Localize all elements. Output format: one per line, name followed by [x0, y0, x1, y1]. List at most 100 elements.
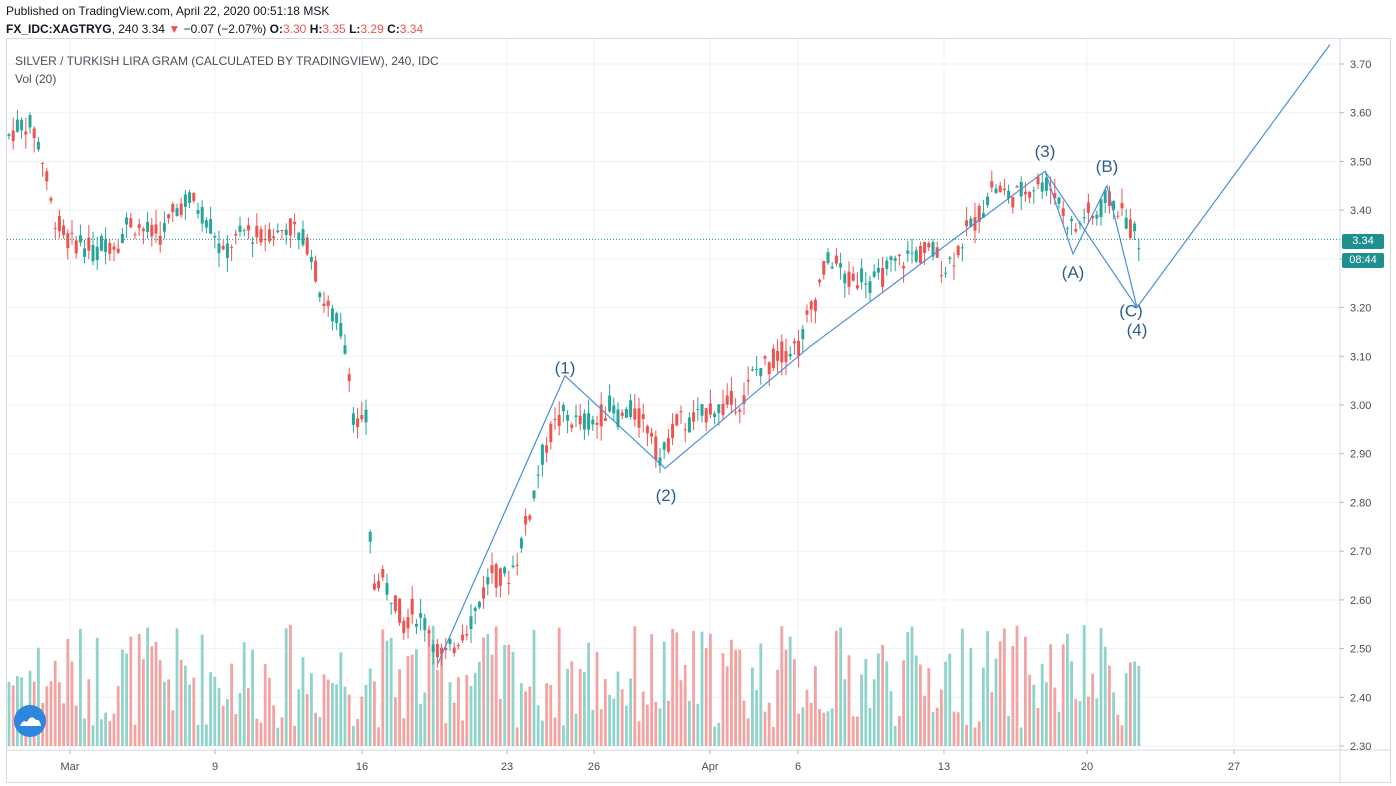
candle-body	[167, 214, 171, 219]
volume-bar	[95, 637, 99, 746]
volume-bar	[818, 709, 821, 746]
candle-body	[927, 243, 931, 248]
candle-body	[944, 272, 948, 274]
candle-body	[574, 415, 578, 417]
candle-body	[906, 250, 910, 254]
volume-bar	[1112, 692, 1115, 746]
candle-body	[557, 414, 561, 427]
volume-bar	[704, 648, 708, 746]
candle-body	[158, 235, 162, 245]
volume-bar	[352, 726, 355, 746]
candle-body	[536, 474, 540, 476]
volume-bar	[469, 685, 473, 746]
volume-bar	[410, 654, 414, 746]
volume-bar	[641, 691, 645, 746]
candle-body	[398, 598, 402, 623]
volume-bar	[1003, 628, 1006, 746]
candle-body	[956, 245, 960, 256]
candle-body	[280, 229, 284, 231]
volume-bar	[822, 712, 826, 746]
volume-bar	[536, 705, 540, 746]
volume-bar	[415, 649, 418, 746]
candle-body	[549, 423, 553, 443]
volume-bar	[268, 677, 271, 746]
volume-bar	[1074, 699, 1078, 746]
volume-bar	[263, 664, 267, 746]
volume-bar	[343, 686, 347, 746]
tradingview-logo-icon[interactable]	[14, 705, 46, 737]
volume-bar	[331, 683, 334, 746]
volume-bar	[385, 640, 389, 746]
symbol-name[interactable]: FX_IDC:XAGTRYG	[6, 22, 112, 36]
volume-bar	[251, 649, 254, 746]
candle-body	[792, 341, 796, 344]
volume-bar	[293, 725, 296, 746]
candle-body	[204, 220, 208, 228]
volume-bar	[247, 687, 250, 746]
candle-body	[1120, 203, 1124, 209]
candle-body	[515, 564, 519, 566]
volume-bar	[935, 707, 939, 746]
candle-body	[742, 395, 746, 404]
volume-bar	[1095, 698, 1099, 746]
volume-bar	[242, 642, 246, 746]
volume-bar	[448, 682, 452, 746]
volume-bar	[431, 625, 435, 746]
candle-body	[162, 223, 166, 232]
volume-bar	[1082, 625, 1086, 746]
high-label: H:	[309, 22, 323, 36]
candle-body	[780, 341, 784, 363]
volume-bar	[574, 713, 578, 746]
candle-body	[864, 283, 868, 285]
candle-body	[713, 413, 717, 418]
volume-bar	[100, 719, 103, 746]
volume-bar	[587, 642, 590, 746]
candle-body	[482, 587, 486, 599]
candle-body	[70, 232, 74, 234]
volume-bar	[394, 697, 397, 746]
candle-body	[990, 181, 994, 188]
volume-bar	[700, 631, 704, 746]
volume-bar	[158, 660, 162, 746]
series-title: SILVER / TURKISH LIRA GRAM (CALCULATED B…	[15, 54, 439, 68]
candle-body	[309, 256, 313, 262]
candle-body	[293, 221, 297, 225]
volume-bar	[956, 712, 960, 746]
candle-body	[662, 442, 666, 450]
volume-bar	[709, 633, 712, 746]
candle-body	[66, 233, 70, 249]
candle-body	[965, 220, 969, 227]
candle-body	[977, 205, 981, 222]
candle-body	[897, 254, 901, 256]
volume-bar	[377, 727, 380, 746]
down-arrow-icon: ▼	[168, 22, 181, 36]
volume-bar	[280, 717, 284, 746]
candle-body	[246, 225, 250, 231]
volume-bar	[137, 633, 141, 746]
volume-bar	[79, 628, 82, 746]
candle-body	[931, 242, 935, 257]
candle-body	[532, 490, 536, 499]
volume-bar	[53, 660, 57, 746]
candle-body	[45, 171, 49, 182]
candle-body	[1124, 217, 1128, 229]
volume-bar	[175, 628, 179, 746]
candle-body	[125, 217, 129, 225]
volume-bar	[927, 668, 931, 746]
volume-bar	[276, 727, 280, 746]
volume-bar	[986, 631, 989, 746]
volume-bar	[683, 664, 687, 746]
volume-bar	[788, 636, 792, 746]
candle-body	[267, 229, 271, 242]
candle-body	[410, 598, 414, 615]
volume-bar	[289, 624, 292, 746]
candle-body	[986, 196, 990, 206]
volume-bar	[898, 715, 901, 746]
candle-body	[1086, 202, 1090, 213]
volume-bar	[419, 704, 422, 746]
volume-indicator-label[interactable]: Vol (20)	[15, 72, 57, 86]
volume-bar	[814, 666, 817, 746]
candle-body	[1065, 228, 1069, 230]
volume-bar	[1091, 673, 1094, 746]
